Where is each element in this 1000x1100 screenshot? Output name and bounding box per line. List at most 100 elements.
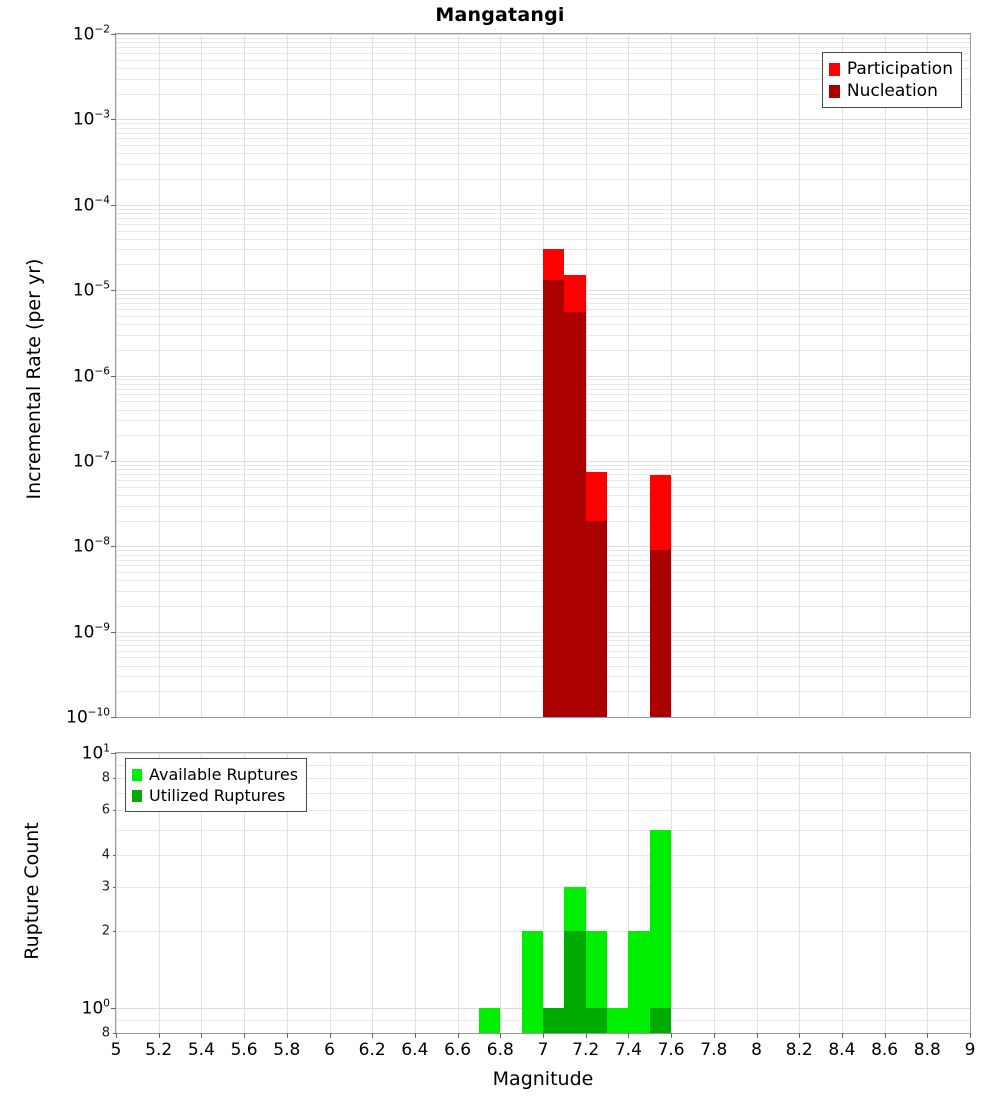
y-axis-tick-mark [111,34,116,35]
x-axis-tick-label: 5.8 [273,1040,301,1060]
gridline-vertical [372,34,374,717]
x-axis-tick-label: 8.8 [913,1040,941,1060]
x-axis-tick-mark [671,1033,673,1038]
bar [607,1008,629,1033]
x-axis-tick-mark [158,1033,160,1038]
y-axis-tick-label: 10−10 [66,706,110,728]
y-axis-tick-label: 10−4 [72,194,110,216]
count-legend: Available Ruptures Utilized Ruptures [125,758,308,812]
x-axis-tick-label: 6.4 [401,1040,429,1060]
y-axis-tick-label: 6 [101,802,110,818]
legend-item-participation: Participation [828,58,953,80]
gridline-vertical [244,34,246,717]
x-axis-tick-mark [713,1033,715,1038]
y-axis-tick-mark [111,546,116,548]
gridline-vertical [457,753,459,1033]
x-axis-tick-mark [372,1033,374,1038]
x-axis-tick-mark [116,1033,117,1038]
x-axis-tick-label: 8.4 [828,1040,856,1060]
count-y-axis-label: Rupture Count [21,822,43,960]
bar [564,312,586,717]
x-axis-tick-mark [970,1033,971,1038]
gridline-vertical [927,34,929,717]
gridline-vertical [756,753,758,1033]
x-axis-tick-label: 8 [751,1040,762,1060]
gridline-vertical [116,753,117,1033]
gridline-vertical [884,753,886,1033]
x-axis-tick-label: 5.2 [145,1040,173,1060]
gridline-vertical [329,753,331,1033]
y-axis-tick-label: 10−6 [72,365,110,386]
gridline-vertical [628,34,630,717]
x-axis-tick-label: 6.2 [358,1040,386,1060]
x-axis-tick-label: 6.6 [444,1040,472,1060]
gridline-vertical [201,753,203,1033]
legend-label-utilized-ruptures: Utilized Ruptures [149,785,286,805]
x-axis-tick-mark [884,1033,886,1038]
gridline-vertical [414,34,416,717]
y-axis-tick-mark [113,777,116,779]
y-axis-tick-mark [113,809,116,811]
x-axis-tick-label: 8.6 [871,1040,899,1060]
x-axis-tick-mark [841,1033,843,1038]
utilized-ruptures-swatch-icon [132,789,142,802]
x-axis-tick-mark [457,1033,459,1038]
x-axis-tick-mark [500,1033,502,1038]
gridline-vertical [799,34,801,717]
gridline-vertical [799,753,801,1033]
gridline-vertical [756,34,758,717]
x-axis-tick-mark [329,1033,331,1038]
gridline-vertical [329,34,331,717]
gridline-vertical [500,753,502,1033]
legend-label-available-ruptures: Available Ruptures [149,764,299,784]
gridline-vertical [884,34,886,717]
count-plot-axes: Available Ruptures Utilized Ruptures 101… [82,743,976,1060]
gridline-vertical [671,34,673,717]
bar [564,931,586,1033]
y-axis-tick-label: 101 [81,742,110,764]
x-axis-tick-mark [799,1033,801,1038]
x-axis-tick-label: 7.8 [700,1040,728,1060]
y-axis-tick-mark [111,119,116,121]
gridline-vertical [585,34,587,717]
y-axis-tick-mark [111,375,116,377]
bar [649,550,672,717]
rate-plot-area [116,34,970,717]
y-axis-tick-mark [111,290,116,292]
nucleation-swatch-icon [828,84,840,98]
bar [628,931,650,1033]
gridline-vertical [244,753,246,1033]
x-axis-tick-mark [585,1033,587,1038]
x-axis-tick-label: 5 [110,1040,122,1060]
gridline-vertical [414,753,416,1033]
y-axis-tick-label: 10−2 [72,23,110,45]
gridline-vertical [372,753,374,1033]
legend-label-nucleation: Nucleation [846,80,938,101]
rate-plot-axes: Participation Nucleation 10−2 10−3 10−4 10−… [66,24,971,726]
bar [543,1008,565,1033]
count-plot-area [116,753,970,1033]
bar [585,1008,607,1033]
y-axis-tick-mark [113,1033,116,1034]
x-axis-tick-label: 5.6 [230,1040,258,1060]
y-axis-tick-label: 10−9 [72,621,110,642]
gridline-vertical [500,34,502,717]
gridline-vertical [457,34,459,717]
available-ruptures-swatch-icon [132,768,142,781]
y-axis-tick-mark [111,460,116,462]
x-axis-tick-label: 5.4 [187,1040,215,1060]
legend-item-nucleation: Nucleation [828,80,953,102]
legend-item-available-ruptures: Available Ruptures [132,764,298,785]
gridline-vertical [713,753,715,1033]
rate-y-axis-label: Incremental Rate (per yr) [23,258,45,500]
y-axis-tick-label: 8 [101,770,110,786]
x-axis-tick-mark [927,1033,929,1038]
x-axis-tick-label: 7.2 [572,1040,600,1060]
x-axis-tick-label: 7.4 [614,1040,642,1060]
x-axis-tick-label: 7.6 [657,1040,685,1060]
y-axis-tick-mark [113,854,116,856]
gridline-vertical [286,753,288,1033]
x-axis-tick-label: 9 [964,1040,976,1060]
gridline-vertical [158,753,160,1033]
y-axis-tick-label: 10−5 [72,279,110,301]
